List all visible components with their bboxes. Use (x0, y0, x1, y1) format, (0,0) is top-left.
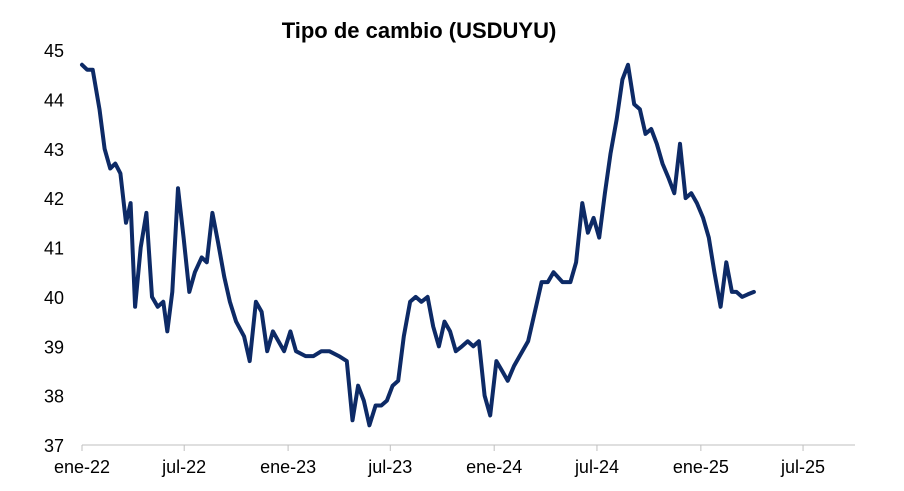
x-tick-label: jul-25 (780, 457, 825, 477)
y-tick-label: 43 (44, 140, 64, 160)
chart-title: Tipo de cambio (USDUYU) (282, 18, 557, 43)
x-tick-label: ene-24 (466, 457, 522, 477)
x-axis-ticks: ene-22 jul-22 ene-23 jul-23 ene-24 jul-24 ene-… (54, 445, 825, 477)
x-tick-label: jul-22 (161, 457, 206, 477)
x-tick-label: ene-23 (260, 457, 316, 477)
x-tick-label: ene-25 (673, 457, 729, 477)
y-tick-label: 41 (44, 239, 64, 259)
y-tick-label: 44 (44, 90, 64, 110)
x-tick-label: ene-22 (54, 457, 110, 477)
y-tick-label: 37 (44, 436, 64, 456)
y-tick-label: 45 (44, 41, 64, 61)
y-axis-tick-labels: 37 38 39 40 41 42 43 44 45 (44, 41, 64, 456)
y-tick-label: 42 (44, 189, 64, 209)
y-tick-label: 39 (44, 337, 64, 357)
y-tick-label: 38 (44, 387, 64, 407)
x-tick-label: jul-24 (574, 457, 619, 477)
x-tick-label: jul-23 (367, 457, 412, 477)
y-tick-label: 40 (44, 288, 64, 308)
series-line-usduyu (80, 62, 756, 428)
